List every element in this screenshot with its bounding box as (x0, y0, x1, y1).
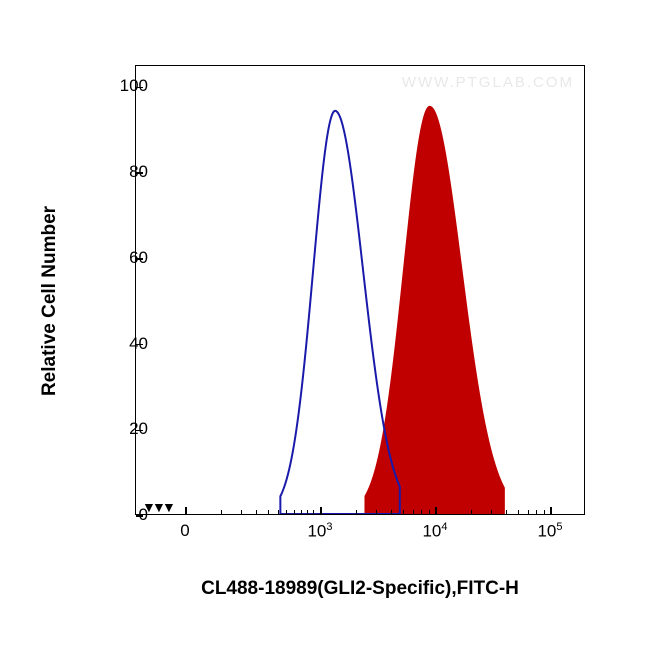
x-tick-minor (413, 510, 414, 514)
x-tick-minor (528, 510, 529, 514)
y-tick-label: 40 (129, 334, 148, 354)
x-tick-minor (278, 510, 279, 514)
x-tick-minor (518, 510, 519, 514)
x-tick-minor (301, 510, 302, 514)
y-tick-label: 0 (139, 505, 148, 525)
histogram-curves (136, 66, 584, 514)
x-axis-label: CL488-18989(GLI2-Specific),FITC-H (135, 578, 585, 600)
x-tick-major (550, 507, 552, 514)
plot-area: WWW.PTGLAB.COM ▼▼▼ (135, 65, 585, 515)
series-stained (365, 106, 504, 514)
x-tick-minor (544, 510, 545, 514)
x-tick-minor (471, 510, 472, 514)
x-tick-minor (429, 510, 430, 514)
x-tick-minor (307, 510, 308, 514)
x-tick-minor (506, 510, 507, 514)
x-tick-minor (294, 510, 295, 514)
x-tick-minor (421, 510, 422, 514)
x-tick-minor (256, 510, 257, 514)
y-axis-label: Relative Cell Number (39, 206, 61, 396)
x-tick-label: 105 (537, 521, 562, 542)
x-tick-minor (491, 510, 492, 514)
x-tick-major (185, 507, 187, 514)
x-tick-label: 104 (422, 521, 447, 542)
x-tick-minor (356, 510, 357, 514)
x-tick-minor (221, 510, 222, 514)
x-tick-minor (268, 510, 269, 514)
negative-marker: ▼ (162, 500, 176, 514)
x-tick-minor (403, 510, 404, 514)
x-tick-major (320, 507, 322, 514)
x-tick-label: 103 (307, 521, 332, 542)
x-tick-label: 0 (180, 521, 189, 541)
y-tick-label: 20 (129, 419, 148, 439)
x-tick-minor (436, 510, 437, 514)
x-tick-minor (286, 510, 287, 514)
y-tick-label: 60 (129, 248, 148, 268)
x-tick-minor (313, 510, 314, 514)
x-tick-minor (376, 510, 377, 514)
x-tick-minor (391, 510, 392, 514)
flow-cytometry-chart: WWW.PTGLAB.COM ▼▼▼ 0 20 40 60 80 100 0 103 104 1… (40, 40, 610, 605)
y-tick-label: 100 (120, 76, 148, 96)
y-tick-label: 80 (129, 162, 148, 182)
x-tick-minor (241, 510, 242, 514)
x-tick-minor (536, 510, 537, 514)
